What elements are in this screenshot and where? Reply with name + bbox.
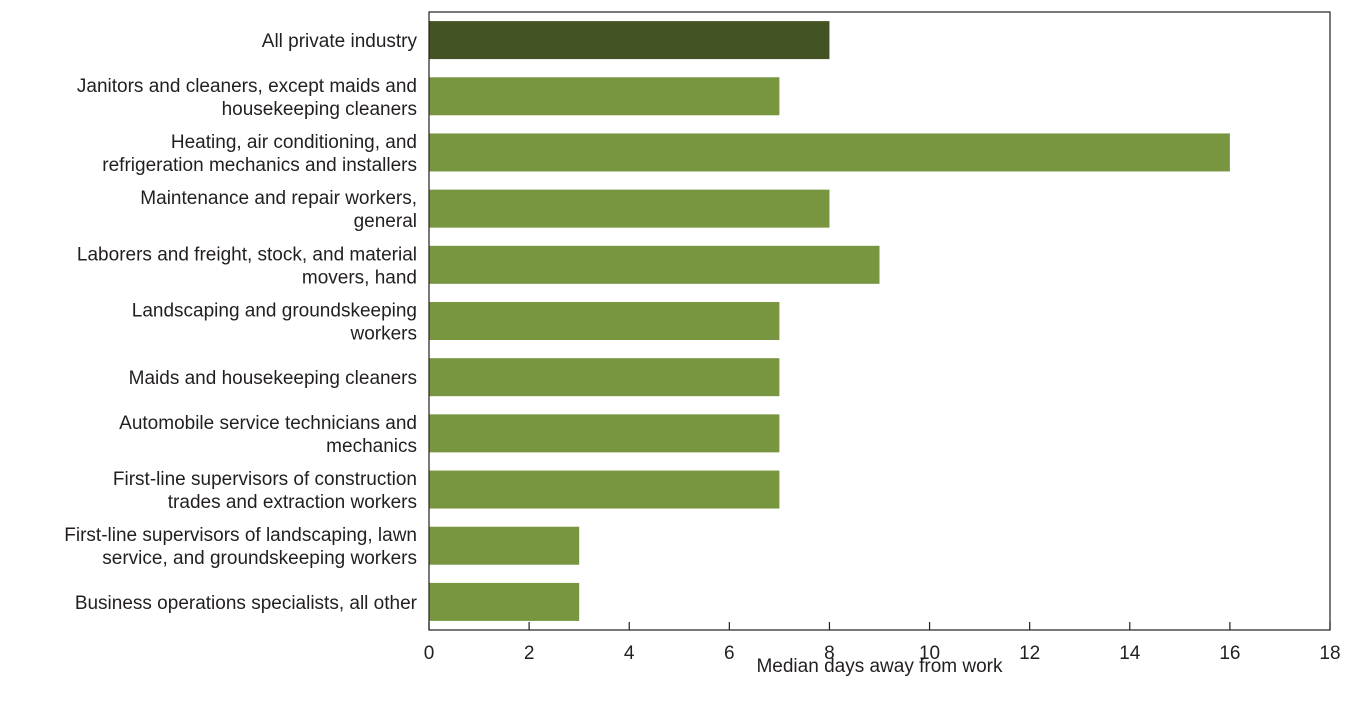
bar-0: [429, 21, 830, 60]
category-label-9: First-line supervisors of landscaping, l…: [64, 525, 417, 569]
x-tick-label-0: 0: [424, 643, 435, 664]
x-axis-ticks: 0 2 4 6 8 10 12 14 16 18: [424, 622, 1341, 664]
category-label-line: trades and extraction workers: [168, 492, 417, 513]
category-label-line: All private industry: [262, 31, 418, 52]
category-label-line: workers: [349, 324, 417, 345]
x-tick-label-6: 12: [1019, 643, 1040, 664]
category-label-line: refrigeration mechanics and installers: [102, 155, 417, 176]
bar-5: [429, 302, 780, 340]
bar-2: [429, 133, 1230, 172]
category-label-5: Landscaping and groundskeeping workers: [132, 301, 417, 345]
category-label-7: Automobile service technicians and mechan…: [119, 413, 417, 457]
bar-8: [429, 470, 780, 509]
x-tick-label-3: 6: [724, 643, 735, 664]
category-label-line: Janitors and cleaners, except maids and: [77, 76, 417, 97]
category-label-line: general: [354, 211, 417, 232]
category-labels: All private industry Janitors and cleaner…: [64, 31, 417, 614]
bar-10: [429, 582, 580, 621]
x-tick-label-4: 8: [824, 643, 835, 664]
category-label-line: Maids and housekeeping cleaners: [129, 368, 417, 389]
bar-7: [429, 414, 780, 453]
category-label-2: Heating, air conditioning, and refrigerat…: [102, 132, 417, 176]
category-label-line: Heating, air conditioning, and: [171, 132, 417, 153]
x-tick-label-1: 2: [524, 643, 535, 664]
category-label-8: First-line supervisors of construction tr…: [113, 469, 417, 513]
category-label-line: Maintenance and repair workers,: [140, 188, 417, 209]
category-label-line: mechanics: [326, 436, 417, 457]
bar-1: [429, 77, 780, 116]
x-tick-label-7: 14: [1119, 643, 1141, 664]
bar-9: [429, 526, 580, 565]
bar-6: [429, 358, 780, 397]
category-label-line: Business operations specialists, all oth…: [75, 593, 418, 614]
bar-4: [429, 245, 880, 284]
category-label-line: housekeeping cleaners: [222, 99, 417, 120]
category-label-line: Landscaping and groundskeeping: [132, 301, 417, 322]
x-tick-label-2: 4: [624, 643, 635, 664]
category-label-line: First-line supervisors of landscaping, l…: [64, 525, 417, 546]
category-label-4: Laborers and freight, stock, and materia…: [77, 244, 417, 288]
plot-frame: [428, 11, 1331, 631]
bars-group: [429, 21, 1230, 621]
category-label-3: Maintenance and repair workers, general: [140, 188, 417, 232]
category-label-line: service, and groundskeeping workers: [102, 548, 417, 569]
bar-3: [429, 189, 830, 228]
x-axis-title: Median days away from work: [756, 656, 1003, 677]
category-label-1: Janitors and cleaners, except maids and h…: [77, 76, 417, 120]
category-label-line: movers, hand: [302, 267, 417, 288]
x-tick-label-5: 10: [919, 643, 940, 664]
x-tick-label-8: 16: [1219, 643, 1240, 664]
x-tick-label-9: 18: [1319, 643, 1340, 664]
category-label-line: Automobile service technicians and: [119, 413, 417, 434]
category-label-line: First-line supervisors of construction: [113, 469, 417, 490]
category-label-6: Maids and housekeeping cleaners: [129, 368, 417, 389]
category-label-line: Laborers and freight, stock, and materia…: [77, 244, 417, 265]
category-label-10: Business operations specialists, all oth…: [75, 593, 418, 614]
category-label-0: All private industry: [262, 31, 418, 52]
